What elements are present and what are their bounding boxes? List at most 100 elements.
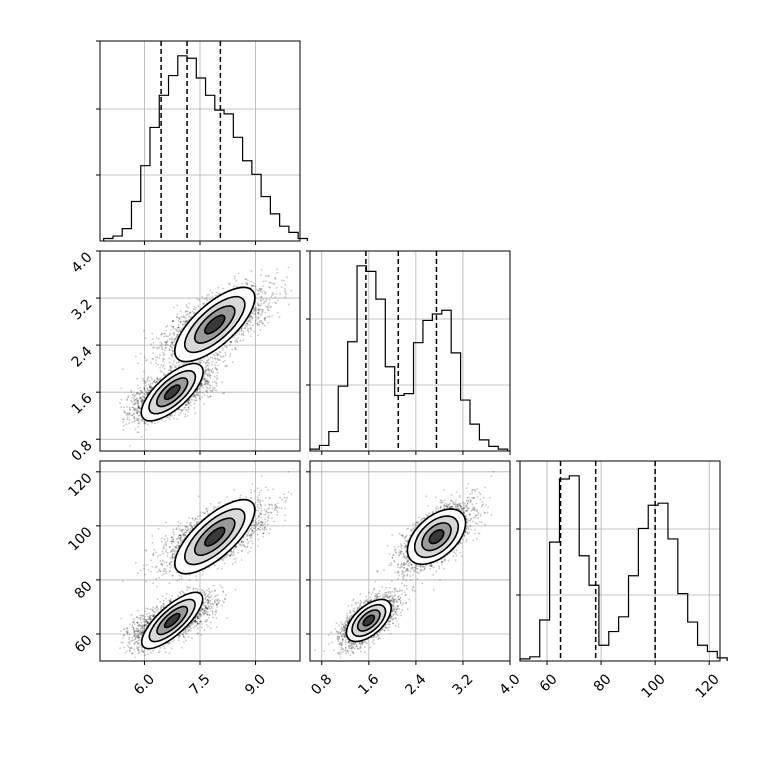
panel-1-0-point-4078: [148, 384, 151, 387]
panel-1-0-point-803: [166, 341, 169, 344]
panel-1-0-point-4129: [136, 377, 138, 380]
panel-1-0-point-3602: [183, 316, 186, 319]
panel-1-0-point-1968: [206, 389, 208, 392]
panel-1-0-point-1908: [182, 320, 185, 323]
panel-1-0-point-4065: [123, 411, 126, 413]
panel-1-0-point-2573: [268, 281, 271, 284]
panel-1-0-point-622: [208, 370, 211, 373]
panel-1-0-point-4648: [260, 308, 263, 311]
panel-1-0-point-4768: [133, 413, 135, 416]
panel-1-0-point-3665: [172, 353, 174, 355]
panel-1-0-point-2432: [137, 393, 140, 395]
panel-1-0-point-4024: [222, 348, 225, 351]
panel-1-0-point-351: [260, 288, 263, 291]
panel-1-0-point-4561: [215, 389, 218, 392]
panel-1-0-point-1392: [224, 365, 227, 368]
panel-1-0-point-4570: [149, 386, 151, 389]
panel-1-0-point-4521: [171, 319, 174, 322]
panel-1-0-point-3635: [276, 311, 279, 314]
panel-1-0-point-4042: [136, 362, 139, 364]
panel-1-0-point-423: [195, 396, 197, 399]
panel-1-0-point-3544: [223, 392, 225, 395]
panel-1-0-point-504: [208, 381, 210, 384]
panel-1-0-point-1545: [159, 354, 161, 357]
panel-1-0-point-2856: [254, 322, 257, 325]
panel-1-0-point-3388: [129, 408, 131, 411]
panel-1-0-point-62: [257, 312, 260, 315]
panel-1-0-point-165: [263, 317, 266, 320]
panel-1-0-point-3345: [229, 344, 231, 346]
panel-1-0-point-292: [136, 417, 138, 420]
panel-1-0-point-241: [199, 384, 202, 387]
panel-1-0-point-4487: [144, 380, 147, 383]
panel-1-0-point-432: [204, 372, 207, 375]
panel-1-0-point-4694: [242, 334, 245, 336]
panel-1-0-point-4277: [203, 377, 205, 380]
panel-1-0-point-140: [217, 358, 220, 361]
panel-1-0-point-2221: [161, 348, 164, 351]
panel-1-0-point-1899: [204, 382, 207, 385]
panel-1-0-point-2020: [223, 345, 226, 347]
panel-1-0-point-1993: [263, 290, 266, 293]
panel-1-0-point-513: [256, 322, 259, 325]
panel-1-0-point-1168: [255, 316, 257, 318]
panel-1-0-point-1750: [123, 406, 125, 409]
panel-1-0-point-808: [175, 337, 177, 340]
panel-1-0-point-1921: [155, 362, 158, 364]
panel-1-0-point-2409: [133, 395, 136, 397]
panel-1-0-point-1922: [222, 287, 224, 290]
panel-1-0-point-2472: [216, 291, 218, 294]
panel-1-0-point-409: [180, 321, 182, 323]
panel-1-0-point-3225: [150, 386, 152, 389]
panel-1-0-point-3287: [206, 379, 209, 382]
panel-1-0-point-4157: [207, 361, 209, 364]
panel-1-0-point-772: [156, 347, 159, 350]
panel-1-0-point-2966: [175, 329, 178, 331]
panel-1-0-point-4056: [165, 329, 168, 332]
panel-1-0-point-378: [175, 336, 178, 338]
panel-1-0-point-1355: [181, 323, 184, 326]
panel-1-0-point-614: [159, 367, 161, 369]
panel-1-0-point-3932: [250, 316, 252, 319]
panel-1-0-point-4872: [228, 282, 230, 285]
panel-1-0-point-2976: [221, 355, 224, 358]
panel-1-0-point-4818: [211, 368, 214, 370]
panel-1-0-point-4269: [163, 374, 166, 377]
panel-1-0-point-580: [178, 329, 181, 332]
panel-1-0-point-3662: [162, 351, 164, 354]
panel-1-0-point-3994: [144, 422, 147, 425]
panel-1-0-point-1790: [202, 376, 205, 378]
panel-1-0-point-3925: [280, 286, 283, 289]
panel-1-0-point-1891: [242, 330, 245, 333]
panel-1-0-point-2406: [162, 364, 165, 367]
panel-1-0-point-2152: [140, 419, 143, 421]
panel-1-0-point-4160: [266, 307, 269, 309]
panel-1-0-point-4319: [140, 402, 143, 404]
panel-1-0-point-4271: [171, 342, 174, 345]
panel-1-0-point-3295: [137, 406, 140, 409]
panel-1-0-point-2720: [255, 307, 258, 309]
panel-1-0-point-2968: [143, 386, 145, 389]
panel-1-0-point-1230: [127, 396, 129, 399]
panel-1-0-point-3776: [155, 337, 158, 339]
panel-1-0-point-648: [141, 419, 144, 422]
panel-1-0-point-4568: [146, 359, 148, 361]
panel-1-0-point-2956: [154, 422, 156, 425]
panel-1-0-point-4108: [215, 352, 217, 354]
panel-1-0-point-2601: [207, 396, 210, 399]
panel-1-0-point-1315: [206, 386, 208, 389]
panel-1-0-point-306: [290, 289, 293, 292]
panel-1-0-point-2324: [134, 428, 137, 431]
panel-1-0-point-436: [191, 310, 194, 313]
panel-1-0-point-2229: [151, 382, 154, 385]
panel-1-0-point-3505: [224, 354, 227, 356]
panel-1-0-point-1630: [204, 380, 207, 383]
panel-1-0-point-3806: [245, 322, 248, 325]
panel-1-0-point-1149: [165, 341, 168, 343]
panel-1-0-point-3412: [252, 324, 254, 327]
panel-1-0-point-21: [164, 344, 167, 347]
panel-1-0-point-6: [136, 411, 139, 414]
panel-1-0-point-1516: [275, 293, 278, 295]
panel-1-0-point-2467: [163, 332, 166, 335]
